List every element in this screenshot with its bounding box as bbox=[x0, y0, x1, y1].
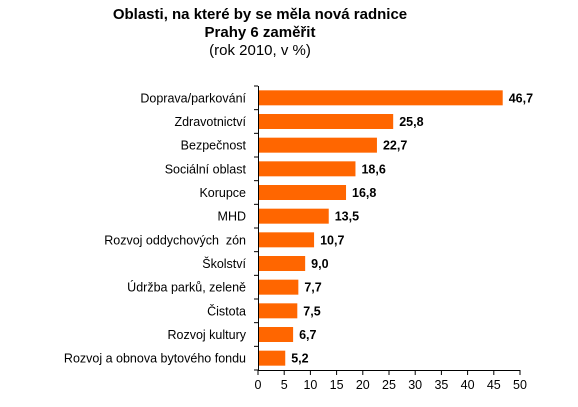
bar-5 bbox=[259, 208, 329, 224]
bar-9 bbox=[259, 303, 298, 319]
chart-title-line-1: Oblasti, na které by se měla nová radnic… bbox=[112, 6, 408, 23]
category-label-8: Údržba parků, zeleně bbox=[127, 280, 246, 295]
bar-4 bbox=[259, 185, 347, 200]
value-label-2: 22,7 bbox=[383, 139, 407, 153]
category-label-0: Doprava/parkování bbox=[140, 91, 246, 105]
value-label-5: 13,5 bbox=[335, 210, 359, 224]
value-label-9: 7,5 bbox=[303, 304, 320, 318]
x-tick-label-10: 50 bbox=[513, 378, 527, 392]
value-label-10: 6,7 bbox=[299, 328, 316, 342]
x-tick-label-1: 5 bbox=[281, 378, 288, 392]
bar-2 bbox=[259, 137, 377, 153]
value-labels: 46,7 25,8 22,7 18,6 16,8 13,5 10,7 9,0 7,7 7,5 6,7… bbox=[291, 91, 533, 365]
category-label-5: MHD bbox=[218, 210, 246, 224]
value-label-8: 7,7 bbox=[304, 281, 321, 295]
value-label-7: 9,0 bbox=[311, 257, 328, 271]
category-label-10: Rozvoj kultury bbox=[168, 328, 247, 342]
x-tick-label-9: 45 bbox=[487, 378, 501, 392]
value-label-6: 10,7 bbox=[320, 233, 344, 247]
category-label-9: Čistota bbox=[207, 303, 246, 318]
value-label-4: 16,8 bbox=[352, 186, 376, 200]
bar-0 bbox=[259, 90, 503, 106]
x-tick-label-8: 40 bbox=[461, 378, 475, 392]
category-labels: Doprava/parkování Zdravotnictví Bezpečnost… bbox=[64, 91, 247, 365]
bar-8 bbox=[259, 279, 299, 295]
category-label-11: Rozvoj a obnova bytového fondu bbox=[64, 352, 246, 366]
category-label-4: Korupce bbox=[199, 186, 246, 200]
bar-10 bbox=[259, 327, 294, 342]
value-label-11: 5,2 bbox=[291, 352, 308, 366]
x-tick-label-3: 15 bbox=[330, 378, 344, 392]
category-label-1: Zdravotnictví bbox=[174, 115, 246, 129]
x-tick-label-7: 35 bbox=[434, 378, 448, 392]
value-label-1: 25,8 bbox=[399, 115, 423, 129]
bars-layer bbox=[259, 90, 503, 366]
bar-7 bbox=[259, 256, 306, 271]
chart-title-line-2: Prahy 6 zaměřit bbox=[204, 24, 316, 41]
category-label-3: Sociální oblast bbox=[165, 162, 247, 176]
axes-layer: 0 5 10 15 20 25 30 35 40 45 50 bbox=[254, 85, 527, 392]
x-tick-label-5: 25 bbox=[382, 378, 396, 392]
x-tick-label-2: 10 bbox=[303, 378, 317, 392]
x-tick-label-0: 0 bbox=[255, 378, 262, 392]
bar-1 bbox=[259, 114, 394, 129]
value-label-0: 46,7 bbox=[509, 91, 533, 105]
category-label-6: Rozvoj oddychových zón bbox=[104, 233, 246, 247]
bar-6 bbox=[259, 232, 315, 248]
value-label-3: 18,6 bbox=[361, 162, 385, 176]
category-label-2: Bezpečnost bbox=[181, 139, 247, 153]
bar-3 bbox=[259, 161, 356, 177]
chart-title-block: Oblasti, na které by se měla nová radnic… bbox=[0, 6, 520, 60]
x-tick-label-6: 30 bbox=[408, 378, 422, 392]
bar-11 bbox=[259, 350, 286, 366]
category-label-7: Školství bbox=[202, 256, 246, 271]
x-tick-label-4: 20 bbox=[356, 378, 370, 392]
chart-subtitle: (rok 2010, v %) bbox=[209, 42, 311, 59]
